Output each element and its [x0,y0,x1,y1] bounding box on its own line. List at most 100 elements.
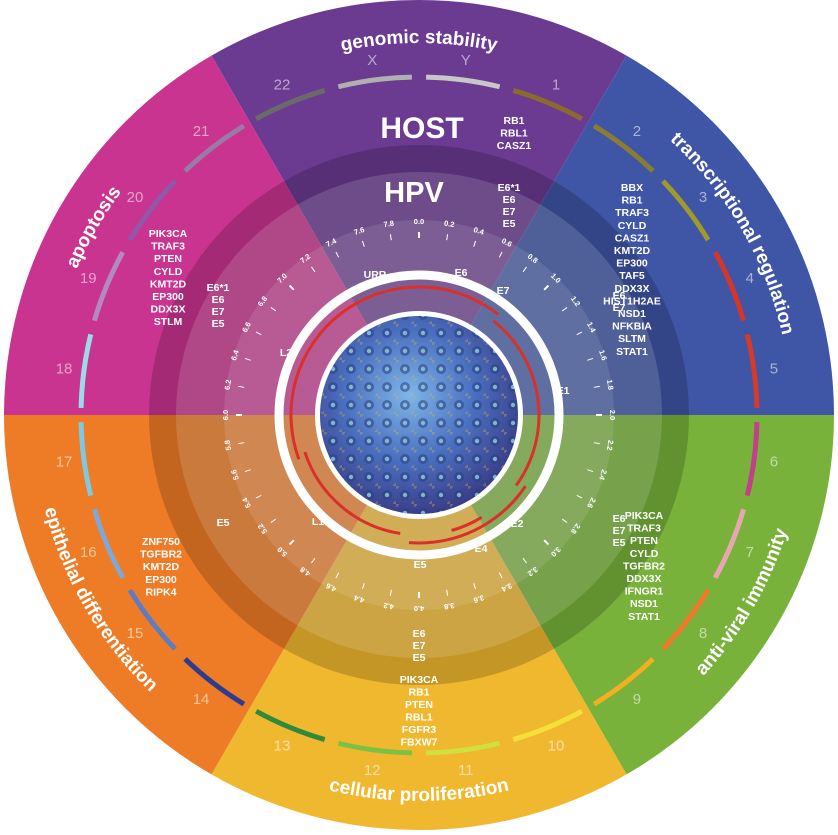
chromosome-label-4: 4 [746,270,754,287]
gene-label: E6 [613,290,626,302]
genome-tick-mark [361,583,365,590]
genome-tick-label: 7.6 [353,225,366,237]
genome-tick-label: 0.6 [500,236,513,249]
gene-label: KMT2D [143,561,180,573]
hpv-region-label-l2: L2 [280,347,292,359]
chromosome-arc-6 [744,422,760,497]
gene-label: ZNF750 [142,536,180,548]
hpv-region-labels: URR E6 E7 E1 E2 E4 E5 L1 L2 [280,267,570,571]
gene-label: CASZ1 [615,232,650,244]
hpv-region-label-e2: E2 [511,518,524,530]
genome-tick-mark [446,234,449,241]
chromosome-arc-21 [183,123,246,173]
gene-label: CYLD [618,220,647,232]
chromosome-label-22: 22 [274,76,291,93]
chromosome-label-1: 1 [552,76,560,93]
gene-label: FGFR3 [402,724,437,736]
genome-tick-mark [576,494,583,499]
gene-label: TRAF3 [627,523,661,535]
chromosome-arc-14 [183,657,246,707]
chromosome-arc-13 [254,709,326,742]
gene-label: TGFBR2 [140,549,182,561]
chromosome-label-21: 21 [193,123,210,140]
chromosome-label-16: 16 [80,544,97,561]
virus-texture [320,316,518,514]
chromosome-label-20: 20 [127,189,144,206]
genome-tick-label: 0.0 [414,217,424,226]
gene-label: NSD1 [618,308,646,320]
genome-tick-mark [498,251,503,258]
gene-label: PIK3CA [400,674,439,686]
chromosome-arc-12 [337,740,412,756]
chromosome-label-11: 11 [458,762,474,779]
genome-tick-mark [587,469,594,473]
chromosome-arc-22 [254,88,326,121]
gene-label: RB1 [408,687,429,699]
genome-tick-label: 1.8 [605,379,616,391]
genome-tick-mark [561,307,568,312]
chromosome-arc-10 [512,709,584,742]
gene-label: E7 [212,306,225,318]
hpv-gene-arc-1 [418,285,474,301]
genome-tick-mark [593,442,600,445]
genome-tick-label: 5.8 [223,439,234,451]
genome-tick-mark [311,557,316,564]
genome-tick-ring: 0.0 0.20.40.60.81.01.21.41.61.82.02.22.42… [221,217,617,613]
gene-label: SLTM [618,333,646,345]
chromosome-arc-16 [92,508,125,580]
chromosome-arc-11 [426,740,501,756]
genome-tick-label: 1.6 [597,349,609,362]
genome-tick-label: 3.8 [443,601,455,612]
genome-tick-mark [335,251,340,258]
chromosome-arc-19 [92,250,125,322]
genome-ring [274,270,564,560]
chromosome-label-14: 14 [193,691,210,708]
chromosome-label-Y: Y [461,52,471,69]
gene-label: TAF5 [619,270,645,282]
gene-label: KMT2D [614,245,651,257]
chromosome-arc-8 [661,588,711,651]
gene-lists: RB1RBL1CASZ1E6*1E6E7E5E6E7BBXRB1TRAF3CYL… [140,115,665,749]
genome-tick-label: 4.6 [324,581,337,594]
gene-label: DDX3X [150,304,185,316]
hpv-gene-arc-0 [338,285,420,316]
chromosome-label-19: 19 [80,270,97,287]
gene-label: CYLD [630,548,659,560]
genome-tick-label: 2.2 [605,439,616,451]
chromosome-arc-2 [592,123,655,173]
gene-label: TGFBR2 [623,560,665,572]
gene-label: HIST1H2AE [603,295,661,307]
genome-tick-mark [288,284,295,291]
chromosome-label-9: 9 [633,691,641,708]
hpv-title: HPV [384,177,444,209]
genome-tick-mark [244,357,251,361]
genome-tick-label: 0.4 [472,225,485,237]
genome-tick-label: 3.6 [472,593,485,605]
gene-label: IFNGR1 [625,586,664,598]
gene-label: RB1 [621,195,642,207]
hpv-region-label-e6: E6 [455,267,468,279]
gene-label: TRAF3 [615,207,649,219]
gene-label: NFKBIA [612,321,652,333]
chromosome-arc-Y [426,74,501,90]
genome-tick-label: 0.2 [443,219,455,230]
genome-tick-label: 6.0 [221,410,230,420]
genome-tick-mark [543,284,550,291]
genome-tick-mark [270,307,277,312]
genome-tick-label: 2.0 [608,410,617,420]
chromosome-label-17: 17 [56,454,73,471]
chromosome-label-3: 3 [699,189,707,206]
gene-label: E6*1 [207,282,230,294]
host-title: HOST [380,112,463,145]
genome-tick-label: 5.6 [229,468,241,481]
genome-tick-mark [311,266,316,273]
gene-label: CYLD [154,266,183,278]
hpv-region-label-e4: E4 [475,543,488,555]
chromosome-label-18: 18 [56,360,73,377]
chromosome-arc-18 [78,333,94,408]
genome-tick-mark [255,494,262,499]
gene-label: E7 [613,302,626,314]
gene-label: E5 [212,318,225,330]
hpv-gene-arc-8 [289,313,341,460]
